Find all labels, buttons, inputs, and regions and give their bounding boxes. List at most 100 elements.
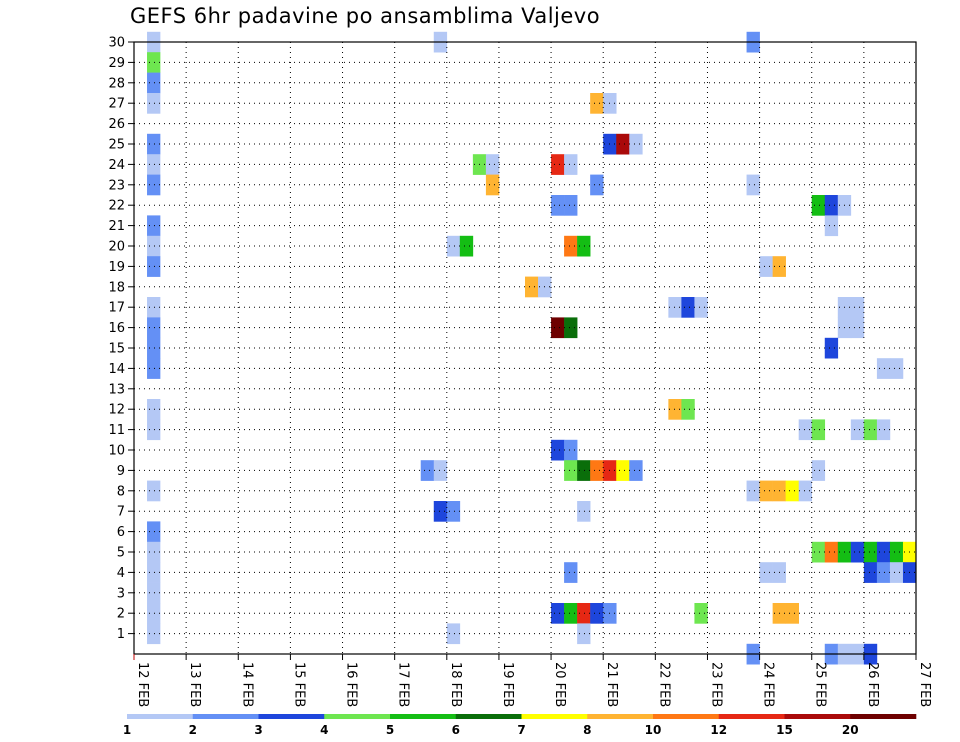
- heatmap-cell: [785, 480, 799, 502]
- x-tick-label: 25 FEB: [813, 662, 828, 707]
- axes-layer: 1234567891011121314151617181920212223242…: [108, 36, 932, 708]
- x-tick-label: 15 FEB: [291, 662, 306, 707]
- x-tick-label: 19 FEB: [500, 662, 515, 707]
- chart-title: GEFS 6hr padavine po ansamblima Valjevo: [130, 4, 601, 28]
- y-tick-label: 14: [108, 362, 125, 377]
- legend-swatch: [127, 714, 194, 719]
- heatmap-cell: [889, 358, 904, 379]
- y-tick-label: 19: [108, 260, 125, 275]
- heatmap-cell: [876, 419, 891, 441]
- x-tick-label: 16 FEB: [344, 662, 359, 707]
- heatmap-cell: [850, 419, 865, 441]
- legend-label: 20: [842, 723, 859, 737]
- y-tick-label: 20: [108, 240, 125, 255]
- heatmap-cell: [446, 623, 461, 645]
- heatmap-cell: [590, 460, 604, 481]
- legend-label: 4: [320, 723, 328, 737]
- legend-label: 10: [645, 723, 662, 737]
- heatmap-cell: [863, 541, 878, 563]
- heatmap-cell: [694, 297, 708, 318]
- x-tick-label: 22 FEB: [656, 662, 671, 707]
- legend-label: 3: [254, 723, 262, 737]
- heatmap-cell: [876, 562, 891, 583]
- heatmap-cell: [147, 521, 161, 543]
- heatmap-cell: [577, 501, 591, 522]
- y-tick-label: 17: [108, 301, 125, 316]
- heatmap-cell: [147, 256, 161, 277]
- legend-swatch: [587, 714, 654, 719]
- y-tick-label: 7: [117, 505, 125, 520]
- heatmap-cell: [590, 174, 604, 196]
- heatmap-cell: [446, 235, 461, 257]
- y-tick-label: 21: [108, 219, 125, 234]
- heatmap-cell: [876, 541, 891, 563]
- heatmap-cell: [629, 133, 643, 155]
- legend-swatch: [718, 714, 785, 719]
- heatmap-cell: [785, 603, 799, 624]
- y-tick-label: 15: [108, 342, 125, 357]
- legend-label: 8: [583, 723, 591, 737]
- heatmap-cell: [551, 317, 565, 339]
- heatmap-cell: [824, 541, 839, 563]
- y-tick-label: 3: [117, 586, 125, 601]
- x-tick-label: 14 FEB: [239, 662, 254, 707]
- heatmap-cell: [564, 317, 578, 339]
- heatmap-cell: [147, 358, 161, 379]
- heatmap-cell: [147, 603, 161, 624]
- heatmap-cell: [759, 480, 773, 502]
- heatmap-cell: [433, 501, 448, 522]
- legend-label: 7: [517, 723, 525, 737]
- heatmap-cell: [564, 460, 578, 481]
- y-tick-label: 29: [108, 56, 125, 71]
- heatmap-cell: [147, 541, 161, 563]
- heatmap-cell: [811, 419, 826, 441]
- heatmap-cell: [147, 582, 161, 604]
- heatmap-cell: [863, 419, 878, 441]
- heatmap-cell: [850, 541, 865, 563]
- y-tick-label: 1: [117, 627, 125, 642]
- heatmap-cell: [147, 623, 161, 645]
- heatmap-cell: [590, 603, 604, 624]
- y-tick-label: 16: [108, 321, 125, 336]
- heatmap-cell: [811, 541, 826, 563]
- heatmap-cell: [551, 603, 565, 624]
- legend-label: 2: [189, 723, 197, 737]
- legend-swatch: [192, 714, 259, 719]
- y-tick-label: 23: [108, 178, 125, 193]
- heatmap-cell: [551, 195, 565, 216]
- heatmap-cell: [824, 337, 839, 359]
- x-tick-label: 12 FEB: [135, 662, 150, 707]
- heatmap-cell: [824, 195, 839, 216]
- heatmap-cell: [811, 460, 826, 481]
- x-tick-label: 26 FEB: [865, 662, 880, 707]
- legend-label: 15: [776, 723, 793, 737]
- heatmap-cell: [147, 154, 161, 175]
- legend-label: 1: [123, 723, 131, 737]
- heatmap-cell: [551, 154, 565, 175]
- heatmap-cell: [459, 235, 474, 257]
- x-tick-label: 20 FEB: [552, 662, 567, 707]
- heatmap-cell: [668, 297, 682, 318]
- cells-layer: [147, 31, 917, 665]
- heatmap-cell: [446, 501, 461, 522]
- heatmap-cell: [147, 317, 161, 339]
- heatmap-cell: [889, 562, 904, 583]
- y-tick-label: 8: [117, 484, 125, 499]
- legend-swatch: [390, 714, 457, 719]
- x-tick-label: 24 FEB: [761, 662, 776, 707]
- x-tick-label: 17 FEB: [396, 662, 411, 707]
- y-tick-label: 13: [108, 382, 125, 397]
- heatmap-cell: [681, 297, 695, 318]
- y-tick-label: 11: [108, 423, 125, 438]
- x-tick-label: 13 FEB: [187, 662, 202, 707]
- heatmap-cell: [616, 133, 630, 155]
- y-tick-label: 24: [108, 158, 125, 173]
- heatmap-cell: [668, 399, 682, 420]
- heatmap-cell: [759, 562, 773, 583]
- legend-label: 12: [710, 723, 727, 737]
- legend-label: 6: [452, 723, 460, 737]
- heatmap-cell: [564, 235, 578, 257]
- y-tick-label: 5: [117, 546, 125, 561]
- heatmap-cell: [811, 195, 826, 216]
- y-tick-label: 22: [108, 199, 125, 214]
